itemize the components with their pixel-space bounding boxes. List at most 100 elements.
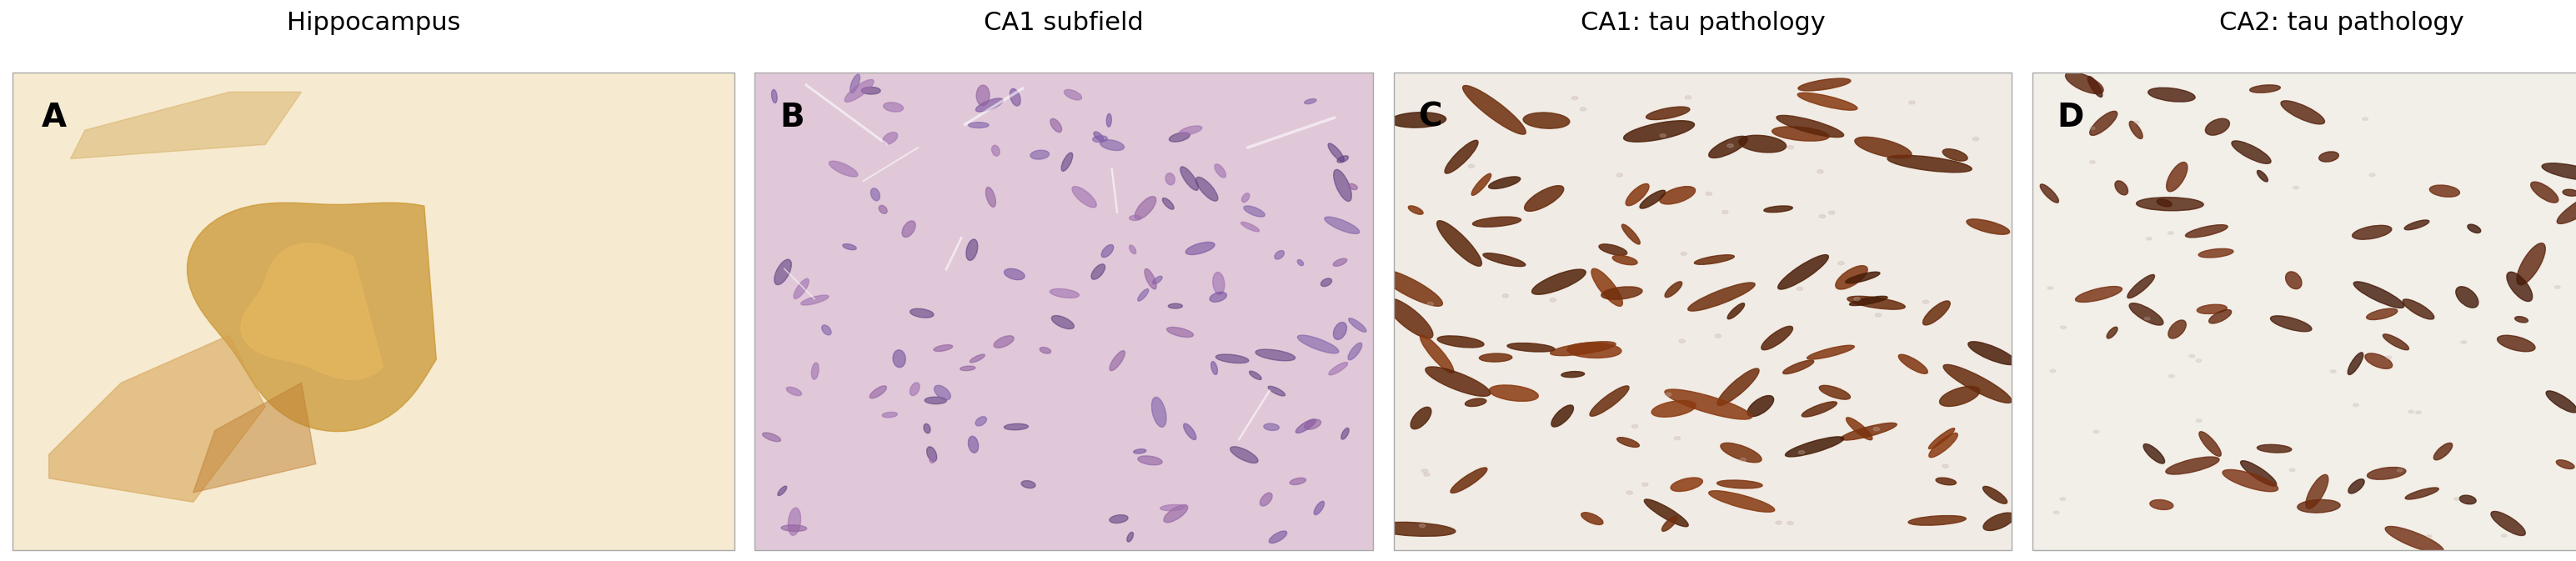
Ellipse shape xyxy=(2434,443,2452,460)
Ellipse shape xyxy=(902,221,914,237)
Ellipse shape xyxy=(2169,232,2174,234)
Ellipse shape xyxy=(1522,113,1569,128)
Ellipse shape xyxy=(822,325,832,335)
Ellipse shape xyxy=(1502,294,1510,297)
Ellipse shape xyxy=(961,366,976,371)
Ellipse shape xyxy=(884,132,896,144)
Ellipse shape xyxy=(1386,298,1432,338)
Ellipse shape xyxy=(1334,322,1347,339)
Ellipse shape xyxy=(1968,342,2017,365)
Ellipse shape xyxy=(1747,396,1775,416)
Ellipse shape xyxy=(909,383,920,396)
Ellipse shape xyxy=(1929,433,1958,457)
Ellipse shape xyxy=(1334,169,1352,201)
Text: A: A xyxy=(41,102,67,133)
Ellipse shape xyxy=(969,436,979,453)
Ellipse shape xyxy=(781,525,806,531)
Ellipse shape xyxy=(1888,155,1971,172)
Ellipse shape xyxy=(1662,516,1677,531)
Ellipse shape xyxy=(2280,101,2324,124)
Ellipse shape xyxy=(1674,436,1680,440)
Ellipse shape xyxy=(1445,140,1479,173)
Ellipse shape xyxy=(1020,481,1036,488)
Ellipse shape xyxy=(1839,261,1844,265)
Ellipse shape xyxy=(1816,170,1824,173)
Ellipse shape xyxy=(1785,436,1844,457)
Ellipse shape xyxy=(871,188,881,201)
Ellipse shape xyxy=(2050,370,2056,373)
Ellipse shape xyxy=(2460,495,2476,504)
Ellipse shape xyxy=(1170,304,1182,309)
Ellipse shape xyxy=(2318,151,2339,162)
Ellipse shape xyxy=(1329,143,1345,162)
Ellipse shape xyxy=(2406,488,2439,499)
Ellipse shape xyxy=(2460,341,2468,344)
Ellipse shape xyxy=(1873,427,1880,431)
Ellipse shape xyxy=(1267,386,1285,396)
Ellipse shape xyxy=(2501,534,2506,537)
Ellipse shape xyxy=(976,98,1002,112)
Ellipse shape xyxy=(1721,210,1728,214)
Text: C: C xyxy=(1419,102,1443,133)
Ellipse shape xyxy=(1334,259,1347,266)
Ellipse shape xyxy=(2354,282,2403,308)
Ellipse shape xyxy=(1110,515,1128,523)
Ellipse shape xyxy=(2115,181,2128,195)
Ellipse shape xyxy=(1641,190,1664,209)
Ellipse shape xyxy=(1151,276,1162,284)
Ellipse shape xyxy=(1159,504,1185,511)
Ellipse shape xyxy=(1180,126,1203,135)
Ellipse shape xyxy=(1164,173,1175,185)
Ellipse shape xyxy=(1092,264,1105,279)
Ellipse shape xyxy=(1643,499,1687,527)
Ellipse shape xyxy=(1561,371,1584,378)
Ellipse shape xyxy=(1525,186,1564,211)
Ellipse shape xyxy=(2094,430,2099,433)
Ellipse shape xyxy=(1909,516,1965,525)
Ellipse shape xyxy=(1144,269,1157,289)
Ellipse shape xyxy=(2197,419,2202,422)
Text: CA1 subfield: CA1 subfield xyxy=(984,11,1144,35)
Ellipse shape xyxy=(1708,136,1747,158)
Ellipse shape xyxy=(1337,156,1347,163)
Ellipse shape xyxy=(1922,301,1950,325)
Ellipse shape xyxy=(969,122,989,128)
Ellipse shape xyxy=(842,244,855,250)
Ellipse shape xyxy=(1260,493,1273,506)
Text: B: B xyxy=(781,102,804,133)
Ellipse shape xyxy=(1664,389,1752,420)
Text: CA2: tau pathology: CA2: tau pathology xyxy=(2218,11,2465,35)
Ellipse shape xyxy=(1303,99,1316,104)
Ellipse shape xyxy=(2076,287,2123,302)
Ellipse shape xyxy=(1051,316,1074,329)
Ellipse shape xyxy=(2491,511,2524,536)
Ellipse shape xyxy=(1716,334,1721,338)
Ellipse shape xyxy=(1646,107,1690,119)
Ellipse shape xyxy=(2427,535,2432,538)
Ellipse shape xyxy=(2293,186,2298,189)
Ellipse shape xyxy=(1618,173,1623,177)
Ellipse shape xyxy=(1765,206,1793,212)
Ellipse shape xyxy=(2107,327,2117,338)
Ellipse shape xyxy=(1324,217,1360,234)
Polygon shape xyxy=(188,203,435,431)
Ellipse shape xyxy=(2195,359,2202,362)
Ellipse shape xyxy=(927,447,938,462)
Ellipse shape xyxy=(1347,183,1358,190)
Ellipse shape xyxy=(1213,272,1224,295)
Text: D: D xyxy=(2058,102,2084,133)
Ellipse shape xyxy=(2555,286,2561,288)
Ellipse shape xyxy=(1437,336,1484,348)
Ellipse shape xyxy=(1801,402,1837,417)
Ellipse shape xyxy=(2347,352,2362,375)
Ellipse shape xyxy=(1064,90,1082,100)
Ellipse shape xyxy=(1329,362,1347,375)
Ellipse shape xyxy=(2514,316,2527,323)
Ellipse shape xyxy=(1419,335,1453,373)
Ellipse shape xyxy=(1571,96,1579,100)
Ellipse shape xyxy=(1216,355,1249,363)
Ellipse shape xyxy=(2331,370,2336,373)
Ellipse shape xyxy=(2506,272,2532,301)
Ellipse shape xyxy=(1291,478,1306,485)
Ellipse shape xyxy=(2367,309,2398,320)
